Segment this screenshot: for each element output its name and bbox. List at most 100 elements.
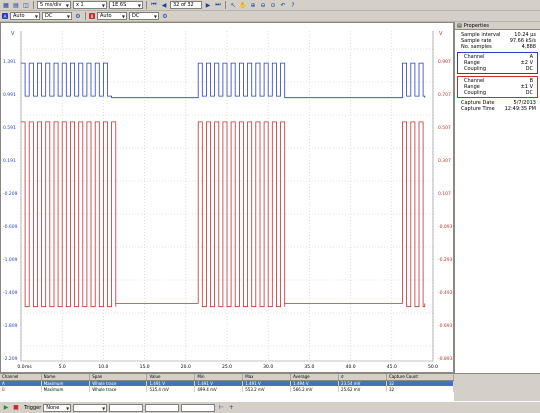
channel-b-icon[interactable]: B: [89, 13, 95, 19]
left-tick-label: -0.209: [3, 191, 18, 197]
property-value: 4,888: [521, 44, 536, 50]
table-header-cell[interactable]: Max: [242, 374, 292, 381]
x-tick-label: 30.0: [263, 364, 273, 370]
zoom-fit-icon[interactable]: ⊙: [270, 1, 276, 9]
add-measurement-icon[interactable]: +: [228, 404, 234, 411]
pointer-tool-icon[interactable]: ↖: [230, 1, 236, 9]
series-line-a: [21, 62, 426, 99]
property-value: ±1 V: [520, 84, 533, 90]
capture-counter[interactable]: 32 of 32: [170, 1, 202, 9]
x-tick-label: 25.0: [222, 364, 232, 370]
persist-mode-icon[interactable]: ◫: [23, 1, 29, 9]
left-tick-label: 1.391: [3, 59, 16, 65]
table-cell: 535.4 mV: [146, 386, 196, 392]
table-header-cell[interactable]: Average: [290, 374, 340, 381]
left-tick-label: -1.009: [3, 257, 18, 263]
table-header-cell[interactable]: Min: [194, 374, 244, 381]
property-value: A: [529, 54, 533, 60]
zoom-select[interactable]: x 1 ▼: [73, 1, 107, 9]
ruler-icon[interactable]: ⊢: [218, 404, 224, 411]
table-header-cell[interactable]: Channel: [0, 374, 42, 381]
scope-mode-icon[interactable]: ▦: [3, 1, 9, 9]
trigger-source-select[interactable]: ▼: [73, 403, 108, 412]
property-value: 12:49:35 PM: [504, 106, 536, 112]
table-row[interactable]: B Maximum Whole trace 535.4 mV 499.4 mV 553.2…: [0, 386, 455, 392]
left-tick-label: 0.591: [3, 125, 16, 131]
property-row: Range ±2 V: [458, 60, 537, 66]
table-cell: 1.491 V: [146, 380, 196, 386]
x-tick-label: 45.0: [387, 364, 397, 370]
trigger-label: Trigger: [24, 404, 42, 411]
chevron-down-icon: ▼: [137, 3, 141, 8]
chevron-down-icon: ▼: [153, 14, 157, 19]
table-header-row: Channel Name Span Value Min Max Average σ Captur…: [0, 374, 455, 381]
table-header-cell[interactable]: Capture Count: [386, 374, 455, 381]
trigger-mode-value: None: [46, 404, 60, 411]
x-tick-label: 15.0: [140, 364, 150, 370]
first-capture-icon[interactable]: ⏮: [151, 1, 157, 8]
help-icon[interactable]: ?: [291, 1, 295, 9]
channel-b-options-icon[interactable]: ⚙: [162, 12, 168, 20]
x-tick-label: 0.0: [17, 364, 24, 370]
spectrum-mode-icon[interactable]: ▤: [13, 1, 19, 9]
table-header-cell[interactable]: Value: [146, 374, 196, 381]
next-capture-icon[interactable]: ▶: [205, 1, 211, 9]
chevron-down-icon: ▼: [65, 3, 69, 8]
property-label: Coupling: [464, 66, 487, 72]
trigger-threshold-field[interactable]: [109, 403, 144, 412]
zoom-in-icon[interactable]: ⊕: [250, 1, 256, 9]
properties-channel-a: Channel A Range ±2 V Coupling DC: [457, 52, 538, 74]
prev-capture-icon[interactable]: ◀: [161, 1, 167, 9]
run-icon[interactable]: ▶: [3, 404, 9, 411]
property-row: Channel B: [458, 78, 537, 84]
channel-a-range-select[interactable]: Auto ▼: [10, 12, 40, 20]
table-header-cell[interactable]: σ: [338, 374, 387, 381]
channel-a-options-icon[interactable]: ⚙: [75, 12, 81, 20]
scope-plot-svg[interactable]: V V 1.391 0.991 0.591 0.191 -0.209 -0.609 -1.009…: [1, 23, 453, 372]
channel-b-range-select[interactable]: Auto ▼: [97, 12, 127, 20]
trigger-pretrigger-field[interactable]: [145, 403, 180, 412]
table-cell: 32: [386, 380, 455, 386]
trigger-delay-field[interactable]: [181, 403, 216, 412]
stop-icon[interactable]: ■: [13, 404, 19, 411]
right-tick-label: -0.893: [438, 356, 453, 362]
property-label: Capture Time: [461, 106, 495, 112]
scope-view[interactable]: V V 1.391 0.991 0.591 0.191 -0.209 -0.609 -1.009…: [0, 22, 454, 373]
properties-capture: Capture Date 5/7/2013 Capture Time 12:49:35…: [455, 100, 540, 112]
property-label: Sample interval: [461, 32, 501, 38]
table-header-cell[interactable]: Span: [89, 374, 148, 381]
x-tick-label: 10.0: [98, 364, 108, 370]
channel-b-coupling-select[interactable]: DC ▼: [129, 12, 159, 20]
table-row[interactable]: A Maximum Whole trace 1.491 V 1.491 V 1.491 V…: [0, 380, 455, 386]
property-label: Capture Date: [461, 100, 495, 106]
separator: [146, 1, 147, 9]
hand-tool-icon[interactable]: ✋: [239, 1, 247, 9]
right-tick-label: 0.907: [438, 59, 451, 65]
table-header-cell[interactable]: Name: [41, 374, 91, 381]
last-capture-icon[interactable]: ⏭: [215, 1, 221, 8]
separator: [33, 1, 34, 9]
properties-title: Properties: [463, 22, 490, 29]
right-tick-label: 0.307: [438, 158, 451, 164]
table-cell: B: [0, 386, 42, 392]
right-tick-label: -0.693: [438, 323, 453, 329]
right-axis-unit: V: [439, 31, 443, 37]
channel-a-coupling-select[interactable]: DC ▼: [42, 12, 72, 20]
table-cell: Maximum: [41, 386, 91, 392]
trigger-mode-select[interactable]: None ▼: [43, 403, 72, 412]
property-row: No. samples 4,888: [455, 44, 540, 50]
table-cell: 32: [386, 386, 455, 392]
chevron-down-icon: ▼: [66, 405, 70, 411]
property-value: 10.24 µs: [514, 32, 536, 38]
table-cell: 553.2 mV: [242, 386, 292, 392]
property-value: 97.66 kS/s: [509, 38, 536, 44]
property-row: Sample rate 97.66 kS/s: [455, 38, 540, 44]
zoom-undo-icon[interactable]: ↶: [280, 1, 286, 9]
channel-a-icon[interactable]: A: [2, 13, 8, 19]
zoom-out-icon[interactable]: ⊖: [260, 1, 266, 9]
timebase-select[interactable]: 5 ms/div ▼: [37, 1, 71, 9]
right-tick-label: 0.707: [438, 92, 451, 98]
samples-select[interactable]: 1E 6S ▼: [109, 1, 143, 9]
x-tick-label: 5.0: [59, 364, 66, 370]
